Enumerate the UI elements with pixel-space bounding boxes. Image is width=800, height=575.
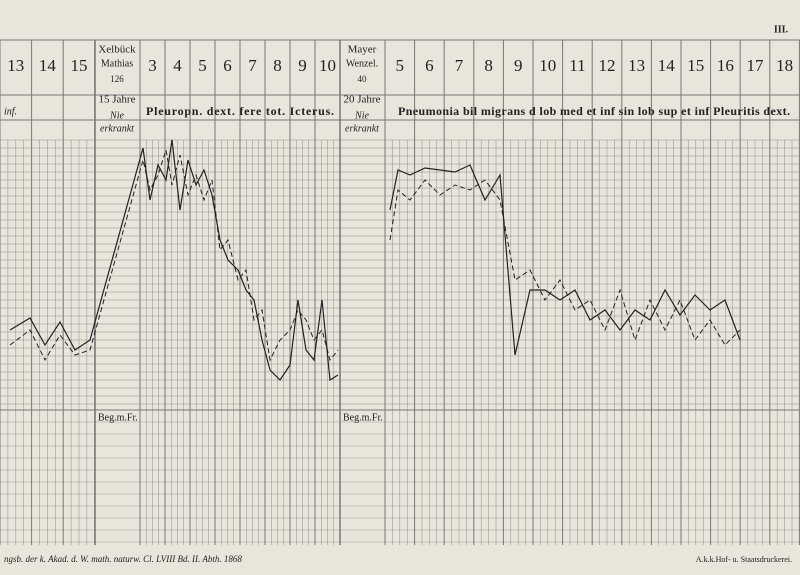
footer-left: ngsb. der k. Akad. d. W. math. naturw. C… — [4, 554, 242, 564]
grid — [0, 39, 800, 545]
onset: Beg.m.Fr. — [98, 412, 138, 423]
history: erkrankt — [345, 123, 379, 134]
day-number: 9 — [298, 56, 307, 75]
age: 15 Jahre — [99, 94, 136, 106]
day-number: 14 — [658, 56, 676, 75]
history: Nie — [109, 110, 124, 121]
day-number: 6 — [425, 56, 434, 75]
temperature-curve — [389, 164, 741, 356]
age: 20 Jahre — [344, 94, 381, 106]
given-name: Wenzel. — [346, 58, 378, 69]
day-number: 8 — [273, 56, 282, 75]
temperature-curve — [9, 149, 339, 362]
history: Nie — [354, 110, 369, 121]
day-number: 12 — [599, 56, 616, 75]
note: inf. — [4, 106, 17, 117]
history: erkrankt — [100, 123, 134, 134]
footer-right: A.k.k.Hof- u. Staatsdruckerei. — [696, 555, 792, 564]
patient-number: 40 — [358, 74, 368, 84]
given-name: Mathias — [101, 58, 133, 69]
day-number: 8 — [484, 56, 493, 75]
day-number: 7 — [455, 56, 464, 75]
day-number: 15 — [687, 56, 704, 75]
day-number: 17 — [747, 56, 765, 75]
day-number: 7 — [248, 56, 257, 75]
day-number: 10 — [319, 56, 336, 75]
day-number: 16 — [717, 56, 734, 75]
diagnosis: Pleuropn. dext. fere tot. Icterus. — [146, 104, 334, 118]
day-number: 6 — [223, 56, 232, 75]
onset: Beg.m.Fr. — [343, 412, 383, 423]
day-number: 13 — [7, 56, 24, 75]
day-number: 5 — [396, 56, 405, 75]
temperature-curve — [9, 139, 339, 382]
surname: Mayer — [348, 44, 377, 56]
temperature-curve — [389, 179, 741, 346]
surname: Xelbück — [98, 44, 136, 56]
day-number: 4 — [173, 56, 182, 75]
page-number: III. — [774, 24, 789, 35]
day-number: 13 — [628, 56, 645, 75]
day-number: 10 — [539, 56, 556, 75]
day-number: 5 — [198, 56, 207, 75]
day-number: 18 — [776, 56, 793, 75]
diagnosis: Pneumonia bil migrans d lob med et inf s… — [398, 104, 790, 118]
day-number: 3 — [148, 56, 157, 75]
day-number: 9 — [514, 56, 523, 75]
day-number: 14 — [39, 56, 57, 75]
day-number: 11 — [569, 56, 585, 75]
patient-number: 126 — [110, 74, 124, 84]
day-number: 15 — [71, 56, 88, 75]
